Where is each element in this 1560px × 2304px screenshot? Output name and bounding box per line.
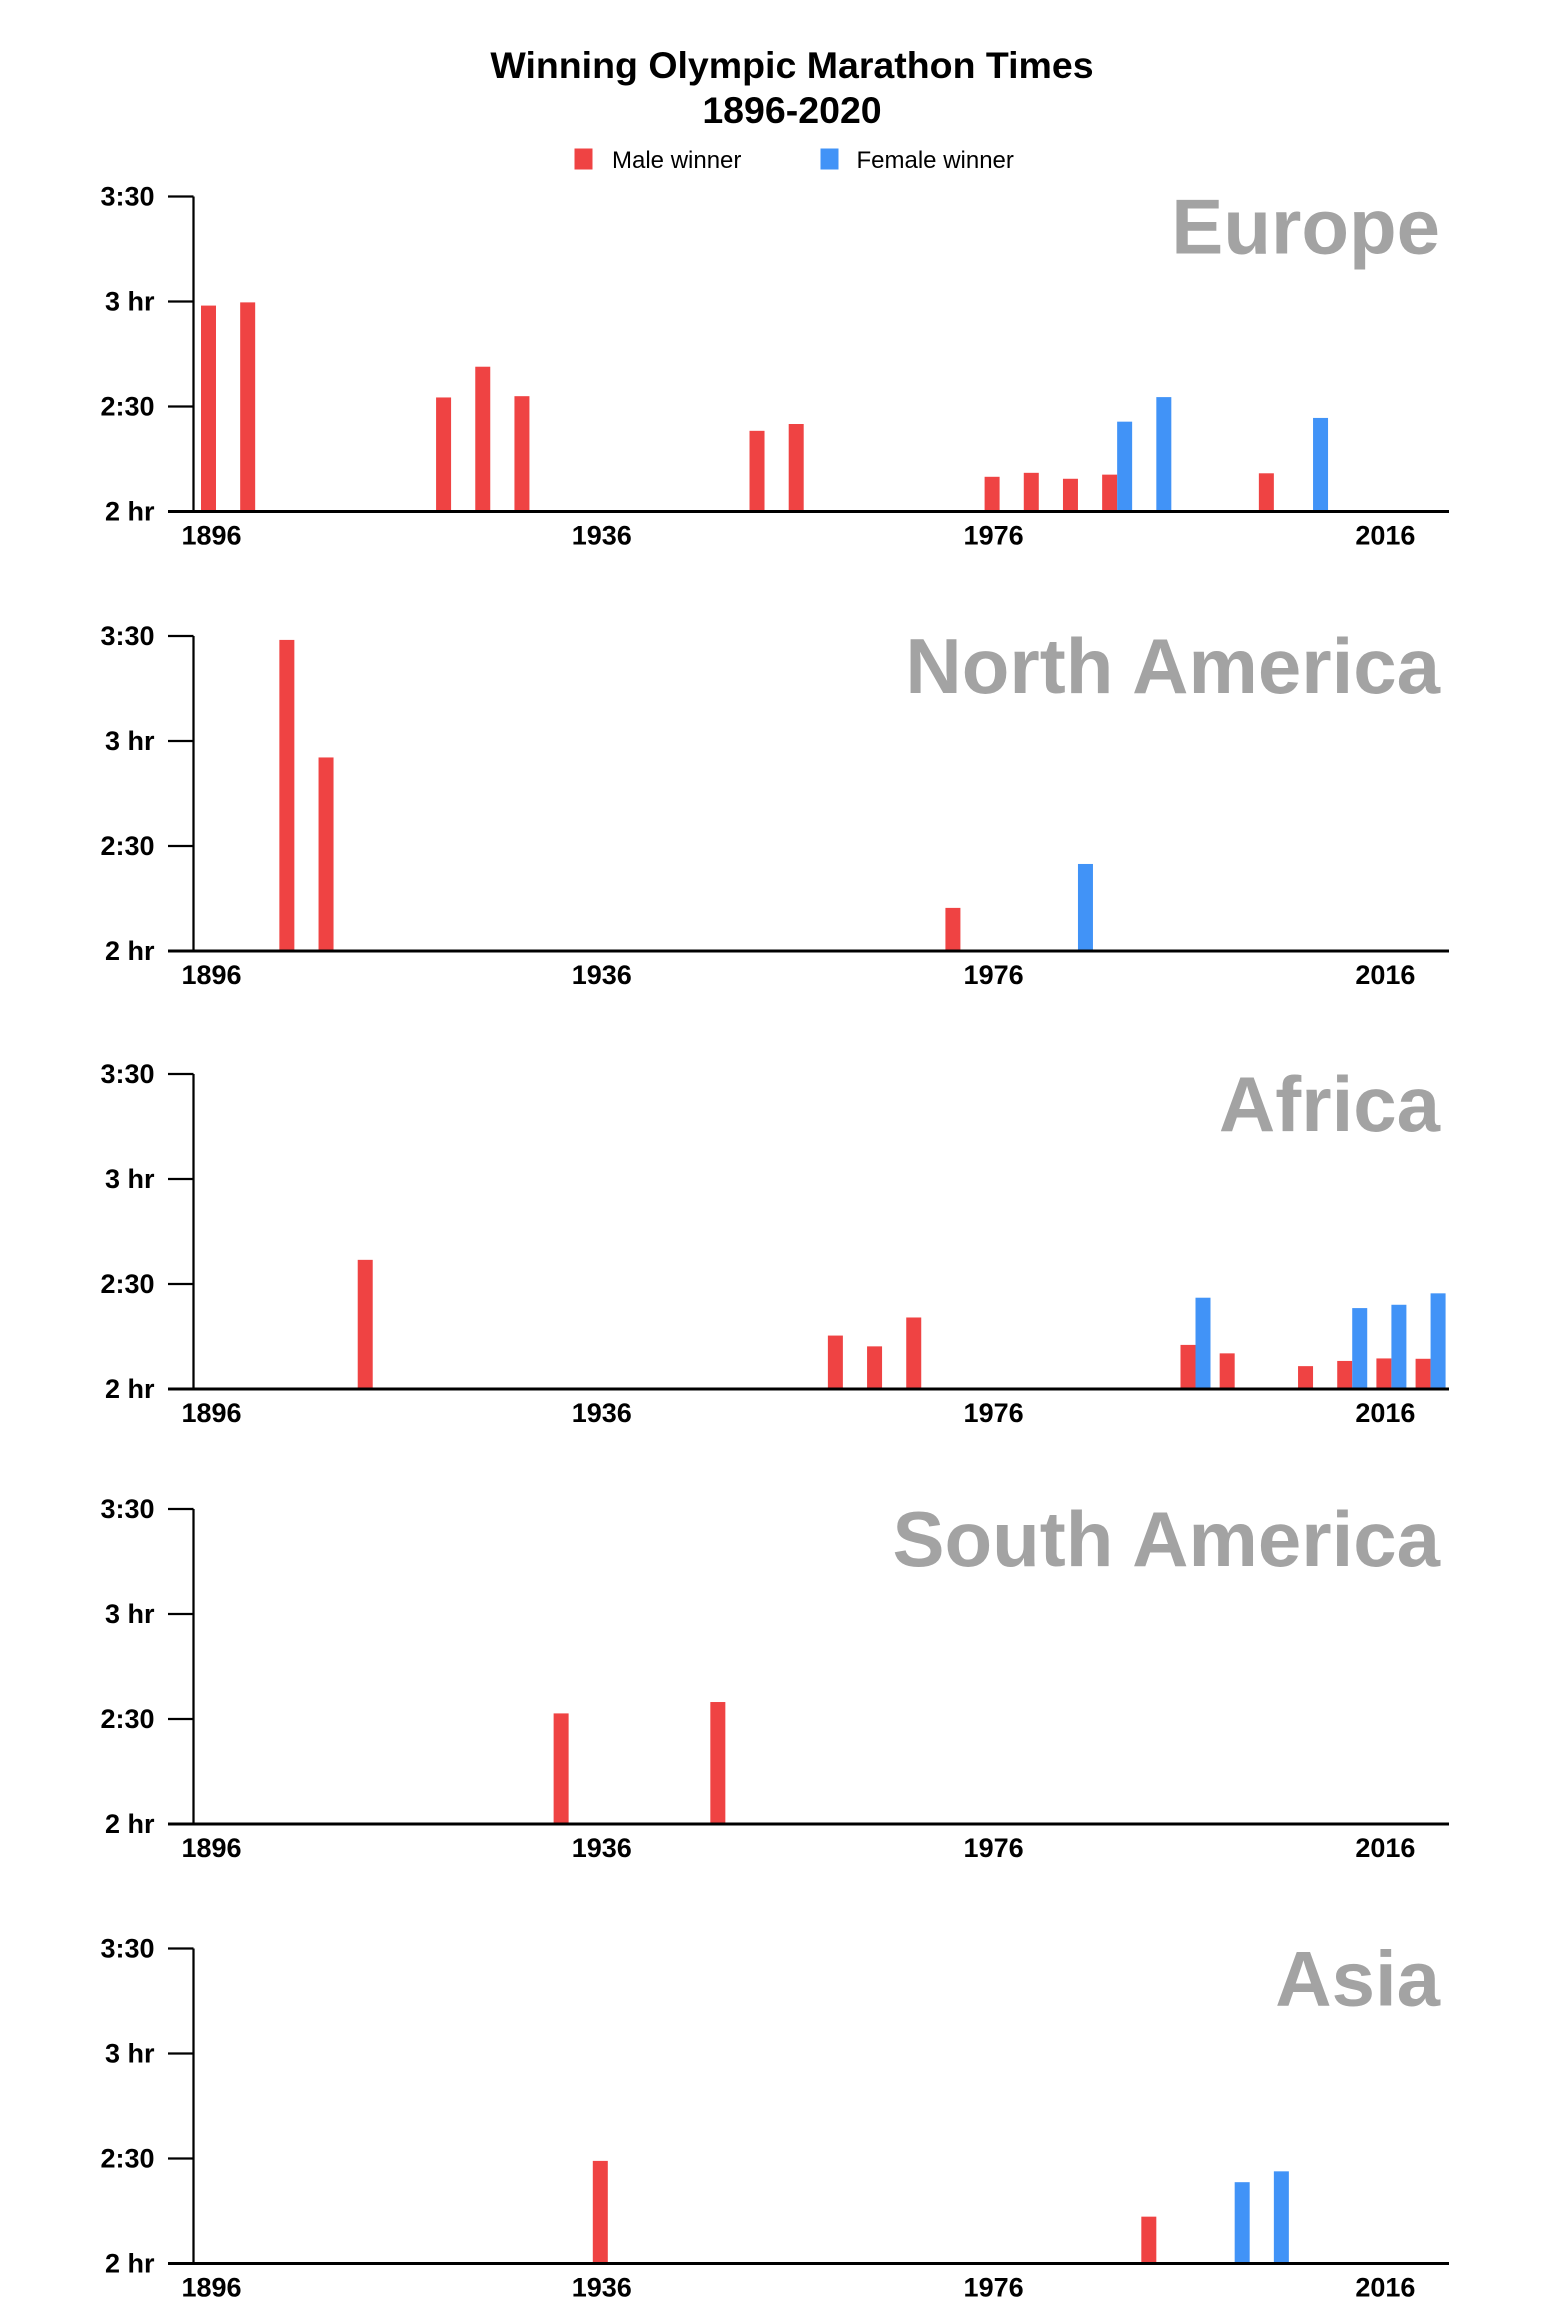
legend-swatch-female — [820, 148, 839, 170]
bar-female-2020 — [1430, 1293, 1446, 1389]
bar-male-1920 — [436, 397, 452, 512]
bar-female-1996 — [1195, 1297, 1211, 1389]
x-tick-label: 1976 — [964, 1833, 1024, 1863]
legend-swatch-male — [574, 148, 593, 170]
y-tick-label: 3:30 — [100, 1059, 154, 1089]
bar-male-1968 — [906, 1317, 922, 1389]
bar-male-1936 — [592, 2160, 608, 2264]
bar-male-2020 — [1415, 1358, 1431, 1389]
bar-male-2008 — [1298, 1366, 1314, 1389]
x-tick-label: 1976 — [964, 960, 1024, 990]
y-tick-label: 3 hr — [105, 1599, 155, 1629]
x-tick-label: 1936 — [572, 521, 632, 551]
bar-male-1948 — [710, 1702, 726, 1824]
y-tick-label: 2:30 — [100, 1704, 154, 1734]
bar-male-1912 — [357, 1259, 373, 1389]
y-tick-label: 3:30 — [100, 621, 154, 651]
bar-male-1904 — [279, 639, 295, 951]
region-label: Asia — [1275, 1935, 1440, 2023]
x-tick-label: 2016 — [1355, 960, 1415, 990]
x-tick-label: 1936 — [572, 1398, 632, 1428]
bar-male-1956 — [788, 424, 804, 512]
region-label: Europe — [1171, 183, 1440, 271]
bar-male-2016 — [1376, 1358, 1392, 1389]
panel-south-america: South America 2 hr 2:30 3 hr 3:30 1896 1936 197… — [100, 1494, 1449, 1863]
x-tick-label: 2016 — [1355, 2273, 1415, 2303]
bar-female-1984 — [1077, 863, 1093, 951]
bar-male-1932 — [553, 1713, 569, 1824]
bar-female-2008 — [1313, 417, 1329, 512]
y-tick-label: 2 hr — [105, 497, 155, 527]
y-tick-label: 2:30 — [100, 2144, 154, 2174]
y-tick-label: 3:30 — [100, 1934, 154, 1964]
chart-subtitle: 1896-2020 — [702, 89, 881, 131]
bar-female-2004 — [1273, 2171, 1289, 2264]
y-tick-label: 3 hr — [105, 2039, 155, 2069]
y-tick-label: 2 hr — [105, 1809, 155, 1839]
x-tick-label: 1976 — [964, 2273, 1024, 2303]
bar-female-2012 — [1352, 1308, 1368, 1389]
panel-asia: Asia 2 hr 2:30 3 hr 3:30 1896 1936 1976 2016 — [100, 1934, 1449, 2303]
bar-male-1924 — [475, 366, 491, 512]
bar-male-1960 — [827, 1335, 843, 1389]
y-tick-label: 3:30 — [100, 182, 154, 212]
bar-male-1928 — [514, 396, 530, 512]
bar-male-1964 — [867, 1346, 883, 1389]
bar-male-1996 — [1180, 1344, 1196, 1389]
panel-north-america: North America 2 hr 2:30 3 hr 3:30 1896 1936 197… — [100, 621, 1449, 990]
panel-europe: Europe 2 hr 2:30 3 hr 3:30 1896 1936 1976 2016 — [100, 182, 1449, 551]
region-label: South America — [892, 1495, 1440, 1583]
bar-male-1992 — [1141, 2216, 1157, 2264]
y-tick-label: 3 hr — [105, 287, 155, 317]
legend-label-female: Female winner — [857, 147, 1014, 174]
x-tick-label: 1936 — [572, 2273, 632, 2303]
bar-male-1972 — [945, 907, 961, 951]
x-tick-label: 1896 — [181, 1833, 241, 1863]
x-tick-label: 1896 — [181, 2273, 241, 2303]
x-tick-label: 2016 — [1355, 1398, 1415, 1428]
y-tick-label: 2:30 — [100, 1269, 154, 1299]
x-tick-label: 1976 — [964, 1398, 1024, 1428]
bar-male-1988 — [1102, 474, 1118, 512]
bar-male-2000 — [1219, 1353, 1235, 1389]
bar-male-1980 — [1023, 472, 1039, 512]
x-tick-label: 2016 — [1355, 521, 1415, 551]
region-label: Africa — [1219, 1060, 1441, 1148]
bar-male-2004 — [1258, 473, 1274, 512]
bar-female-2000 — [1234, 2182, 1250, 2264]
y-tick-label: 2:30 — [100, 392, 154, 422]
y-tick-label: 2 hr — [105, 2249, 155, 2279]
bar-male-2012 — [1337, 1360, 1353, 1389]
region-label: North America — [905, 622, 1440, 710]
x-tick-label: 2016 — [1355, 1833, 1415, 1863]
bar-male-1952 — [749, 430, 765, 512]
y-tick-label: 3:30 — [100, 1494, 154, 1524]
legend-label-male: Male winner — [612, 147, 741, 174]
panel-africa: Africa 2 hr 2:30 3 hr 3:30 1896 1936 1976 2016 — [100, 1059, 1449, 1428]
chart-title: Winning Olympic Marathon Times — [490, 44, 1093, 86]
y-tick-label: 2 hr — [105, 936, 155, 966]
bar-male-1896 — [201, 305, 216, 512]
x-tick-label: 1896 — [181, 521, 241, 551]
y-tick-label: 3 hr — [105, 1164, 155, 1194]
x-tick-label: 1936 — [572, 960, 632, 990]
bar-male-1976 — [984, 476, 1000, 512]
y-tick-label: 2:30 — [100, 831, 154, 861]
x-tick-label: 1896 — [181, 1398, 241, 1428]
bar-male-1984 — [1062, 478, 1078, 512]
bar-female-2016 — [1391, 1304, 1407, 1389]
legend: Male winner Female winner — [574, 147, 1014, 174]
x-tick-label: 1936 — [572, 1833, 632, 1863]
bar-male-1900 — [240, 302, 256, 512]
bar-male-1908 — [318, 757, 334, 951]
y-tick-label: 3 hr — [105, 726, 155, 756]
bar-female-1992 — [1156, 397, 1172, 512]
y-tick-label: 2 hr — [105, 1374, 155, 1404]
x-tick-label: 1896 — [181, 960, 241, 990]
bar-female-1988 — [1117, 421, 1133, 512]
x-tick-label: 1976 — [964, 521, 1024, 551]
